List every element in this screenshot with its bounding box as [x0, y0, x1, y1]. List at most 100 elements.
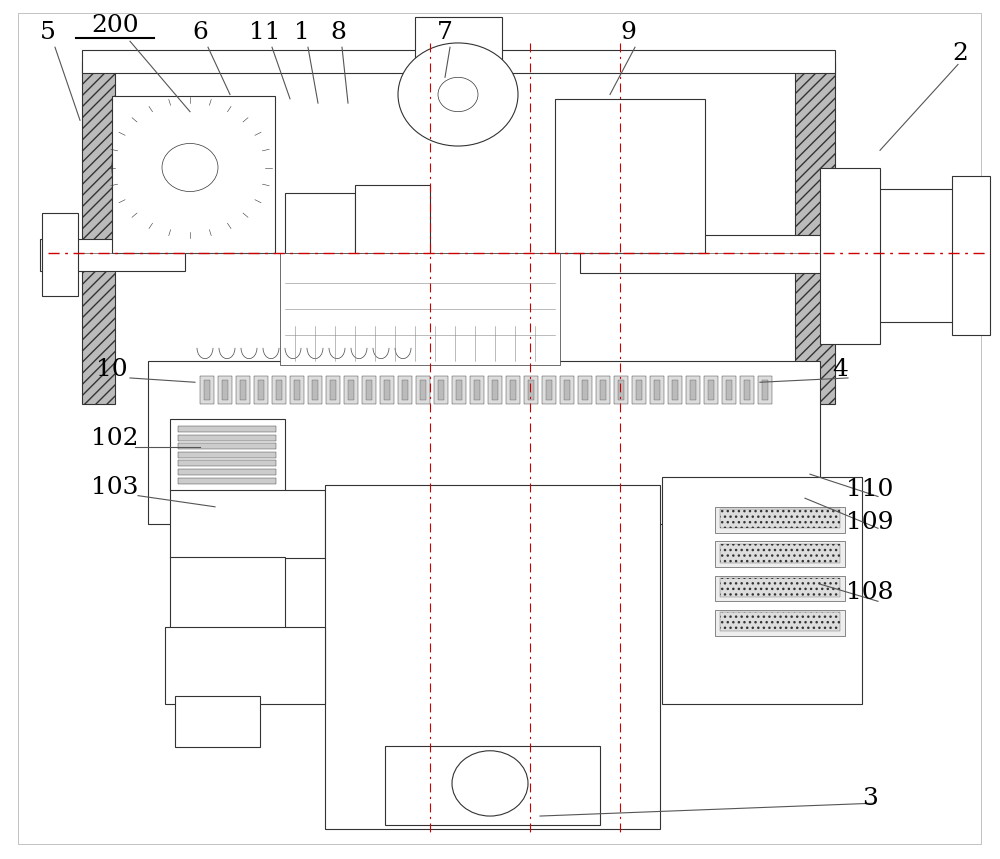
Text: 103: 103 — [91, 477, 139, 499]
Bar — [506, 376, 520, 404]
Polygon shape — [40, 263, 185, 271]
Bar — [542, 376, 556, 404]
Bar — [720, 509, 840, 528]
Circle shape — [413, 56, 503, 133]
Polygon shape — [355, 185, 375, 316]
Text: 102: 102 — [91, 427, 139, 449]
Bar — [722, 376, 736, 404]
Polygon shape — [870, 189, 958, 322]
Polygon shape — [820, 168, 880, 344]
Bar — [528, 380, 534, 400]
Polygon shape — [590, 180, 660, 228]
Polygon shape — [42, 213, 78, 296]
Bar — [330, 380, 336, 400]
Polygon shape — [795, 62, 835, 404]
Bar — [402, 380, 408, 400]
Polygon shape — [325, 485, 660, 829]
Polygon shape — [580, 235, 985, 243]
Bar — [740, 376, 754, 404]
Polygon shape — [170, 419, 285, 491]
Bar — [438, 380, 444, 400]
Text: 9: 9 — [620, 21, 636, 44]
Bar — [654, 380, 660, 400]
Polygon shape — [952, 296, 990, 335]
Polygon shape — [42, 213, 78, 230]
Bar — [492, 380, 498, 400]
Polygon shape — [148, 511, 820, 524]
Bar — [726, 380, 732, 400]
Bar — [762, 380, 768, 400]
Polygon shape — [775, 361, 820, 524]
Bar — [470, 376, 484, 404]
Bar — [618, 380, 624, 400]
Bar — [600, 380, 606, 400]
Circle shape — [162, 143, 218, 192]
Text: 7: 7 — [437, 21, 453, 44]
Text: 11: 11 — [249, 21, 281, 44]
Polygon shape — [952, 176, 990, 335]
Bar — [744, 380, 750, 400]
Bar — [178, 478, 276, 484]
Bar — [200, 376, 214, 404]
Bar — [380, 376, 394, 404]
Bar — [348, 380, 354, 400]
Polygon shape — [170, 490, 325, 558]
Polygon shape — [300, 266, 540, 356]
Polygon shape — [415, 17, 502, 62]
Bar — [272, 376, 286, 404]
Bar — [474, 380, 480, 400]
Bar — [524, 376, 538, 404]
Text: 109: 109 — [846, 511, 894, 533]
Bar — [672, 380, 678, 400]
Bar — [720, 578, 840, 597]
Bar — [416, 376, 430, 404]
Polygon shape — [580, 265, 985, 273]
Bar — [178, 443, 276, 449]
Bar — [218, 376, 232, 404]
Polygon shape — [175, 696, 260, 747]
Text: 110: 110 — [846, 478, 894, 501]
Bar — [312, 380, 318, 400]
Bar — [222, 380, 228, 400]
Bar — [204, 380, 210, 400]
Polygon shape — [385, 812, 600, 825]
Bar — [715, 610, 845, 636]
Polygon shape — [165, 627, 325, 704]
Text: 3: 3 — [862, 788, 878, 810]
Bar — [758, 376, 772, 404]
Polygon shape — [555, 99, 705, 253]
Bar — [178, 452, 276, 458]
Polygon shape — [355, 185, 430, 316]
Bar — [326, 376, 340, 404]
Bar — [636, 380, 642, 400]
Bar — [564, 380, 570, 400]
Circle shape — [438, 77, 478, 112]
Polygon shape — [255, 96, 275, 253]
Bar — [456, 380, 462, 400]
Polygon shape — [555, 99, 705, 119]
Bar — [715, 507, 845, 533]
Bar — [236, 376, 250, 404]
Polygon shape — [952, 176, 990, 215]
Polygon shape — [285, 193, 305, 316]
Polygon shape — [170, 557, 210, 653]
Bar — [434, 376, 448, 404]
Polygon shape — [148, 361, 820, 524]
Polygon shape — [325, 485, 660, 503]
Polygon shape — [40, 239, 185, 247]
Circle shape — [398, 43, 518, 146]
Bar — [720, 544, 840, 563]
Bar — [178, 469, 276, 475]
Bar — [668, 376, 682, 404]
Bar — [488, 376, 502, 404]
Bar — [510, 380, 516, 400]
Text: 5: 5 — [40, 21, 56, 44]
Polygon shape — [112, 96, 275, 113]
Polygon shape — [112, 96, 135, 253]
Text: 4: 4 — [832, 358, 848, 381]
Bar — [596, 376, 610, 404]
Polygon shape — [618, 485, 660, 829]
Bar — [362, 376, 376, 404]
Polygon shape — [408, 185, 430, 316]
Polygon shape — [870, 290, 958, 322]
